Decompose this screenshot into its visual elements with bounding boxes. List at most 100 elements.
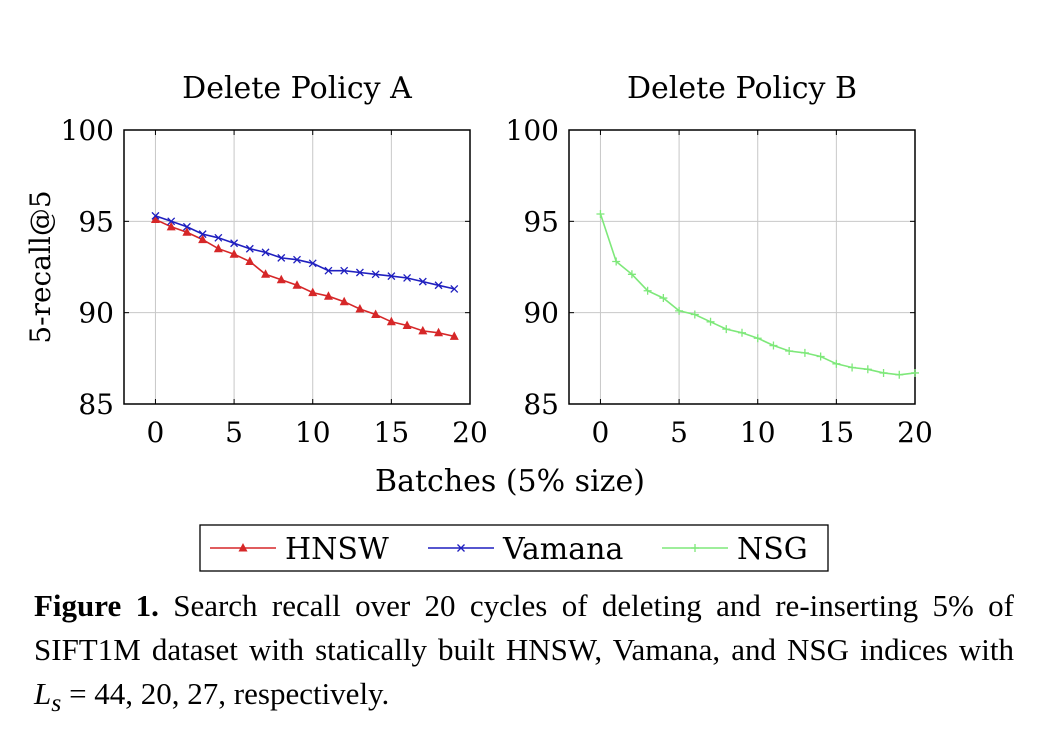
x-tick-label: 5 [225,416,243,449]
y-tick-label: 90 [78,297,114,330]
data-point-hnsw [261,269,271,278]
data-point-vamana [151,211,160,220]
data-point-hnsw [355,304,365,313]
data-point-nsg [659,294,668,303]
data-point-hnsw [229,249,239,258]
data-point-vamana [403,274,412,282]
x-tick-label: 5 [670,416,688,449]
plot-frame [123,129,471,405]
y-tick-label: 100 [506,114,559,147]
figure-caption: Figure 1. Search recall over 20 cycles o… [34,584,1014,725]
data-point-hnsw [386,316,396,326]
data-point-vamana [450,284,459,293]
data-point-nsg [832,359,841,368]
data-point-nsg [879,368,888,377]
legend-item-hnsw: HNSW [210,532,389,567]
x-tick-label: 15 [819,416,855,449]
y-tick-label: 90 [523,297,559,330]
legend-item-nsg: NSG [662,532,808,567]
data-point-vamana [308,259,317,268]
caption-label: Figure 1. [34,588,159,623]
legend-label: NSG [737,532,808,567]
y-axis-label: 5-recall@5 [24,190,57,343]
series-nsg [596,210,919,379]
data-point-hnsw [402,320,412,329]
data-point-vamana [387,272,396,281]
data-point-vamana [434,281,443,290]
data-point-hnsw [449,331,459,340]
data-point-nsg [675,306,684,315]
y-tick-label: 95 [78,205,114,238]
data-point-hnsw [166,221,176,231]
data-point-vamana [324,266,333,275]
data-point-nsg [769,341,778,350]
x-tick-label: 0 [147,416,165,449]
data-point-hnsw [308,287,318,297]
caption-text-end: = 44, 20, 27, respectively. [61,676,390,711]
data-point-hnsw [213,243,223,253]
x-tick-label: 15 [374,416,410,449]
data-point-nsg [800,348,809,357]
data-point-nsg [612,257,621,266]
x-tick-label: 0 [592,416,610,449]
data-point-nsg [753,334,762,343]
caption-math-subscript: s [51,688,62,718]
data-point-vamana [167,217,176,226]
data-point-hnsw [292,280,302,289]
caption-math-symbol: L [34,676,52,711]
data-point-vamana [261,248,270,257]
legend-marker [238,543,248,552]
chart-title: Delete Policy B [627,71,857,106]
data-point-nsg [785,347,794,356]
plot-frame [568,129,916,405]
data-point-nsg [722,325,731,334]
x-tick-label: 20 [897,416,933,449]
data-point-vamana [371,270,380,279]
legend-marker [457,544,465,552]
data-point-nsg [895,370,904,379]
legend-label: HNSW [285,532,389,567]
data-point-nsg [911,368,919,377]
data-point-hnsw [198,234,208,244]
data-point-vamana [230,239,239,248]
data-point-hnsw [418,325,428,335]
data-point-nsg [690,310,699,319]
data-point-hnsw [276,274,286,284]
data-point-vamana [198,230,207,239]
data-point-nsg [848,363,857,372]
legend-marker [691,544,699,552]
y-tick-label: 85 [523,388,559,421]
chart-title: Delete Policy A [182,71,412,106]
series-vamana [151,211,459,293]
data-point-hnsw [182,227,192,236]
caption-text: Search recall over 20 cycles of deleting… [34,588,1014,667]
data-point-hnsw [323,291,333,300]
data-point-hnsw [371,309,381,318]
x-tick-label: 10 [295,416,331,449]
caption-math: Ls [34,676,61,717]
data-point-nsg [738,328,746,337]
chart-panel-1: 0 5 10 15 20 85 90 95 100 Delete Policy A 5-recall… [24,71,488,449]
data-point-hnsw [339,296,349,306]
y-tick-label: 100 [61,114,114,147]
series-hnsw [150,214,459,340]
legend: HNSW Vamana NSG [199,524,829,572]
data-point-hnsw [150,214,160,224]
series-line-vamana [155,215,455,290]
data-point-nsg [863,365,872,374]
legend-label: Vamana [502,532,623,567]
data-point-vamana [355,268,364,277]
data-point-nsg [627,270,636,279]
data-point-nsg [643,286,652,295]
legend-item-vamana: Vamana [428,532,623,567]
x-tick-label: 10 [740,416,776,449]
x-tick-label: 20 [452,416,488,449]
data-point-vamana [182,222,191,231]
data-point-vamana [245,244,254,253]
data-point-nsg [706,317,715,326]
data-point-vamana [418,277,427,286]
data-point-vamana [293,255,301,264]
data-point-hnsw [434,327,444,337]
data-point-vamana [340,266,349,275]
